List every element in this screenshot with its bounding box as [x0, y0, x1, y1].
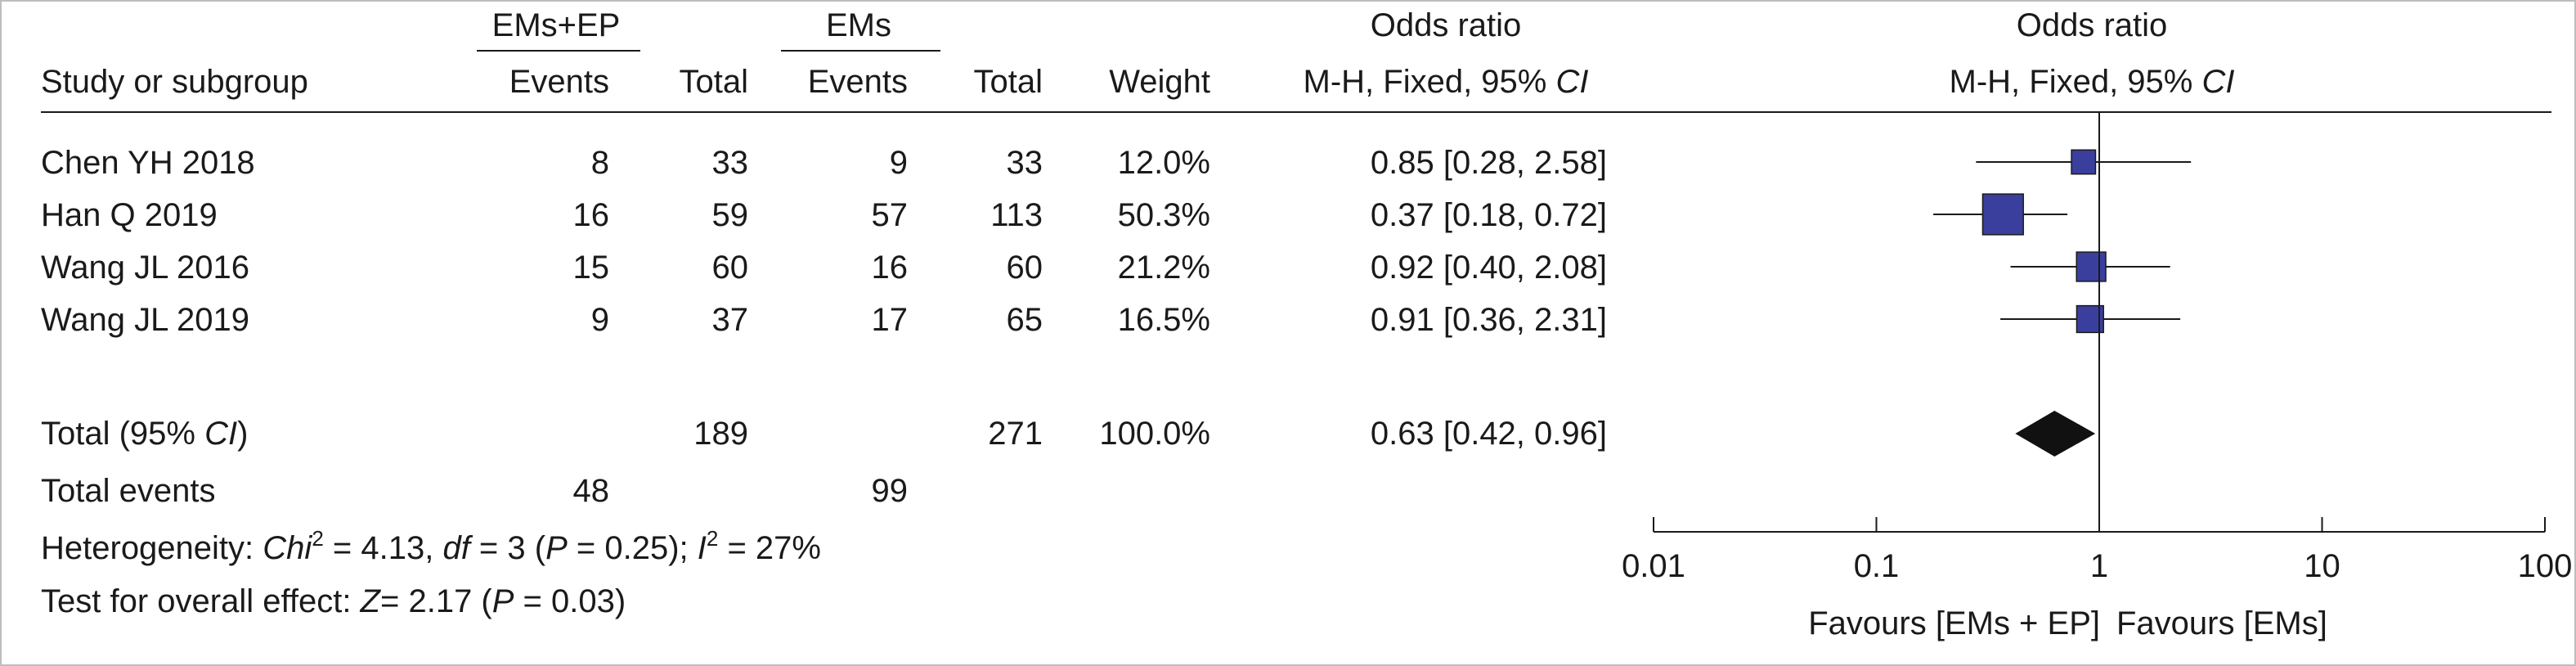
total-exp-total: 189	[693, 416, 748, 452]
exp-group-header: EMs+EP	[492, 7, 621, 43]
ctrl-total-cell: 33	[1007, 145, 1043, 181]
weight-cell: 16.5%	[1118, 302, 1210, 338]
study-rows: Chen YH 2018 8 33 9 33 12.0% 0.85 [0.28, 2.58]…	[41, 145, 1607, 338]
point-estimate-marker	[2076, 251, 2107, 282]
x-axis-ticks: 0.01 0.1 1 10 100	[1622, 517, 2572, 584]
heterogeneity-text: Heterogeneity: Chi2 = 4.13, df = 3 (P = …	[41, 526, 821, 566]
total-events-exp: 48	[573, 473, 610, 509]
exp-total-header: Total	[680, 64, 749, 100]
total-events-label: Total events	[41, 473, 215, 509]
study-column-header: Study or subgroup	[41, 64, 308, 100]
ctrl-events-cell: 16	[872, 250, 909, 286]
study-name: Han Q 2019	[41, 197, 218, 233]
ctrl-total-header: Total	[974, 64, 1043, 100]
or-ci-cell: 0.85 [0.28, 2.58]	[1371, 145, 1607, 181]
x-tick-label: 1	[2090, 548, 2108, 584]
total-label: Total (95% CI)	[41, 416, 248, 452]
favours-right-label: Favours [EMs]	[2116, 605, 2327, 641]
weight-cell: 50.3%	[1118, 197, 1210, 233]
point-estimate-marker	[2071, 149, 2097, 175]
total-ctrl-total: 271	[988, 416, 1043, 452]
ctrl-events-cell: 57	[872, 197, 909, 233]
total-events-ctrl: 99	[872, 473, 909, 509]
study-name: Wang JL 2019	[41, 302, 249, 338]
overall-effect-text: Test for overall effect: Z= 2.17 (P = 0.…	[41, 583, 626, 619]
plot-marks	[1933, 149, 2192, 457]
plot-method-header: M-H, Fixed, 95% CI	[1950, 64, 2235, 100]
favours-left-label: Favours [EMs + EP]	[1808, 605, 2100, 641]
or-ci-cell: 0.37 [0.18, 0.72]	[1371, 197, 1607, 233]
exp-events-cell: 8	[591, 145, 609, 181]
exp-total-cell: 37	[712, 302, 749, 338]
exp-events-cell: 16	[573, 197, 610, 233]
exp-total-cell: 60	[712, 250, 749, 286]
exp-events-cell: 9	[591, 302, 609, 338]
ctrl-total-cell: 60	[1007, 250, 1043, 286]
or-column-title: Odds ratio	[1371, 7, 1522, 43]
exp-events-cell: 15	[573, 250, 610, 286]
total-weight: 100.0%	[1099, 416, 1210, 452]
ctrl-total-cell: 113	[990, 197, 1043, 233]
total-or-text: 0.63 [0.42, 0.96]	[1371, 416, 1607, 452]
ctrl-events-cell: 9	[890, 145, 908, 181]
exp-total-cell: 33	[712, 145, 749, 181]
study-name: Wang JL 2016	[41, 250, 249, 286]
study-name: Chen YH 2018	[41, 145, 255, 181]
weight-header: Weight	[1109, 64, 1210, 100]
exp-events-header: Events	[509, 64, 609, 100]
ctrl-events-cell: 17	[872, 302, 909, 338]
exp-total-cell: 59	[712, 197, 749, 233]
or-ci-cell: 0.91 [0.36, 2.31]	[1371, 302, 1607, 338]
x-tick-label: 100	[2518, 548, 2573, 584]
x-tick-label: 10	[2304, 548, 2340, 584]
or-ci-cell: 0.92 [0.40, 2.08]	[1371, 250, 1607, 286]
or-method-header: M-H, Fixed, 95% CI	[1304, 64, 1589, 100]
x-tick-label: 0.1	[1854, 548, 1900, 584]
weight-cell: 12.0%	[1118, 145, 1210, 181]
ctrl-total-cell: 65	[1007, 302, 1043, 338]
weight-cell: 21.2%	[1118, 250, 1210, 286]
x-tick-label: 0.01	[1622, 548, 1685, 584]
pooled-diamond	[2015, 411, 2096, 457]
plot-column-title: Odds ratio	[2017, 7, 2168, 43]
ctrl-group-header: EMs	[826, 7, 891, 43]
ctrl-events-header: Events	[808, 64, 908, 100]
point-estimate-marker	[1981, 193, 2024, 236]
